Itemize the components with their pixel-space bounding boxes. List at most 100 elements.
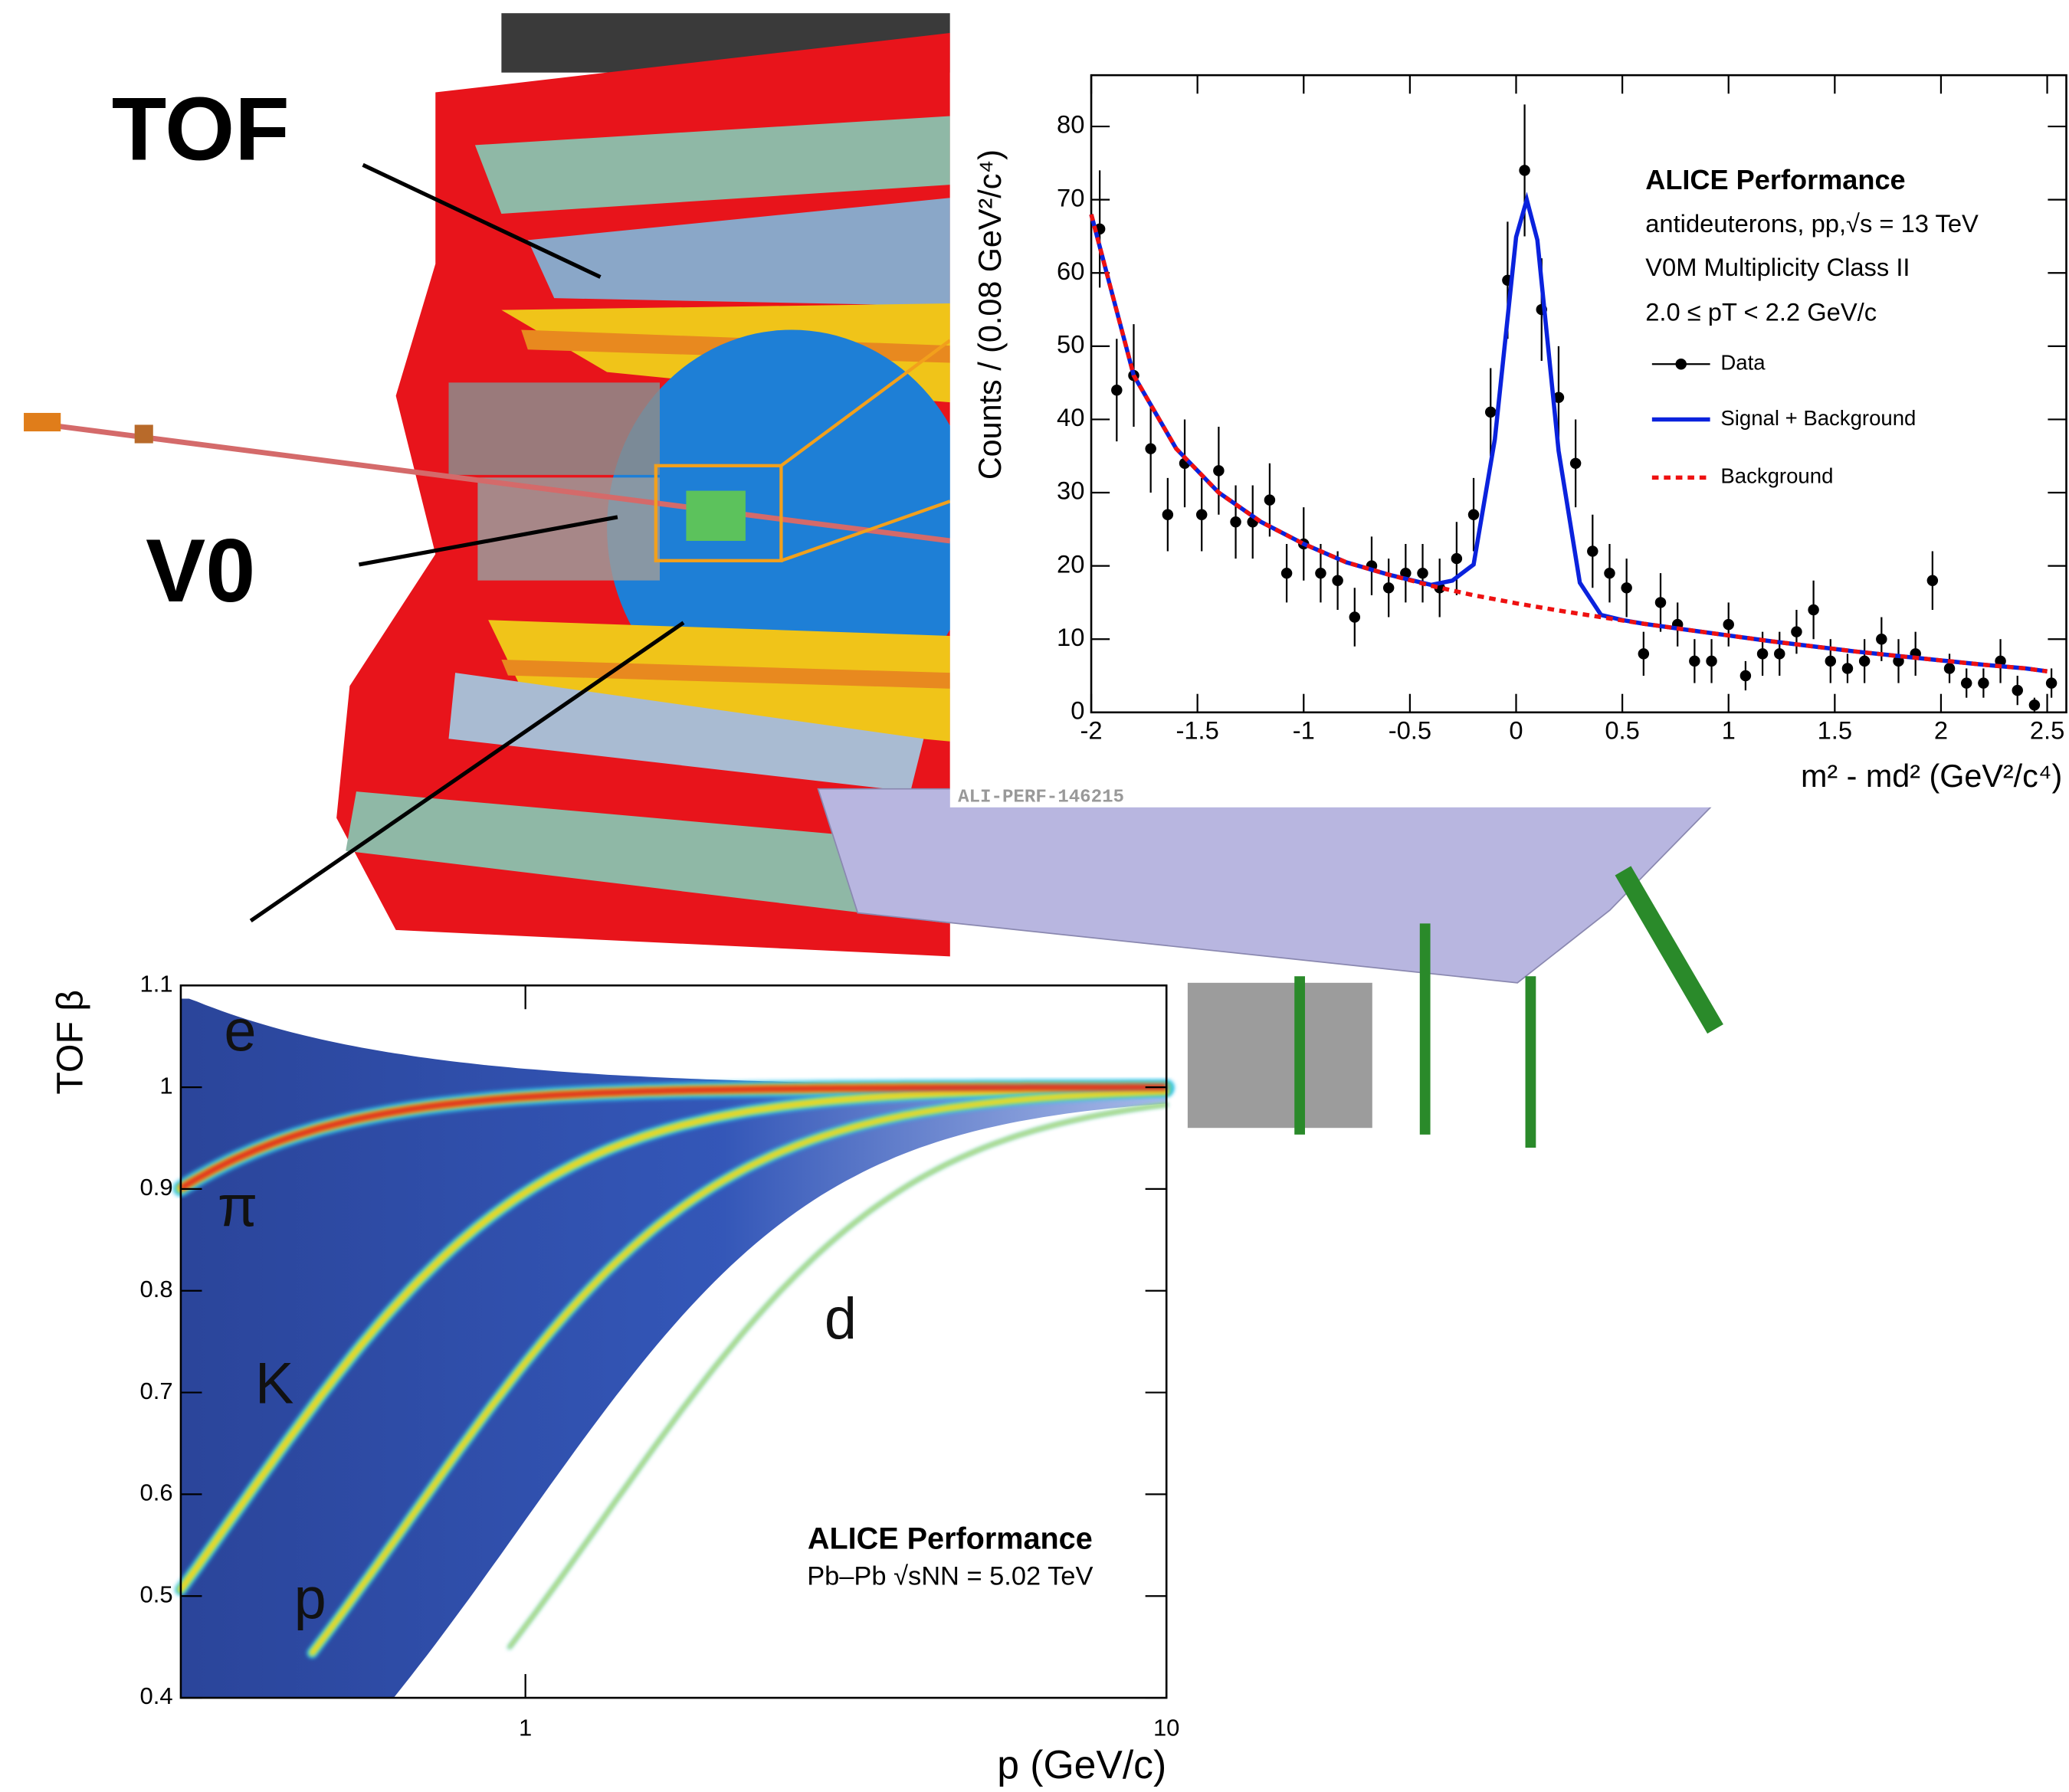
- data-point: [2012, 685, 2023, 696]
- y-tick-label: 0.4: [140, 1682, 173, 1709]
- x-tick-label: 10: [1153, 1715, 1179, 1741]
- y-tick-label: 20: [1057, 549, 1084, 578]
- legend-label: Data: [1720, 351, 1766, 375]
- y-tick-label: 0.7: [140, 1378, 173, 1404]
- annotation: ALICE Performance: [808, 1522, 1093, 1556]
- figure: TOF V0 ALI-PERF-146215 -2-1.5-1-0.500.51…: [0, 0, 2069, 1792]
- platform: [818, 789, 1729, 983]
- data-point: [1774, 648, 1785, 659]
- y-tick-label: 60: [1057, 257, 1084, 285]
- y-axis-label: Counts / (0.08 GeV²/c⁴): [972, 149, 1008, 480]
- x-tick-label: 0.5: [1605, 716, 1639, 744]
- data-point: [2029, 699, 2040, 710]
- absorber: [135, 424, 153, 443]
- data-point: [1162, 509, 1173, 519]
- data-point: [1876, 634, 1887, 644]
- x-tick-label: 1.5: [1818, 716, 1852, 744]
- data-point: [1485, 407, 1496, 418]
- x-tick-label: -1.5: [1175, 716, 1218, 744]
- legend-label: Background: [1720, 464, 1833, 488]
- y-tick-label: 30: [1057, 477, 1084, 505]
- data-point: [1519, 165, 1530, 175]
- data-point: [1689, 656, 1700, 667]
- x-tick-label: -1: [1293, 716, 1315, 744]
- y-axis-label: TOF β: [49, 990, 90, 1095]
- y-tick-label: 10: [1057, 623, 1084, 651]
- absorber: [24, 413, 61, 431]
- data-point: [1264, 494, 1275, 505]
- data-point: [1587, 545, 1598, 556]
- legend-swatch: [1675, 359, 1686, 369]
- annotation: 2.0 ≤ pT < 2.2 GeV/c: [1645, 297, 1877, 326]
- annotation: d: [825, 1286, 857, 1351]
- annotation: ALICE Performance: [1645, 164, 1905, 195]
- data-point: [1315, 568, 1326, 578]
- data-point: [1791, 626, 1802, 637]
- data-point: [1196, 509, 1207, 519]
- annotation: K: [255, 1351, 294, 1416]
- data-point: [2046, 677, 2057, 688]
- data-point: [1859, 656, 1870, 667]
- data-point: [1230, 516, 1241, 527]
- y-tick-label: 1.1: [140, 970, 173, 997]
- data-point: [1570, 458, 1581, 469]
- y-tick-label: 0.9: [140, 1174, 173, 1201]
- stairs: [1623, 870, 1716, 1029]
- y-tick-label: 0: [1071, 696, 1084, 724]
- x-tick-label: 1: [519, 1715, 532, 1741]
- plot-id: ALI-PERF-146215: [958, 787, 1124, 808]
- x-tick-label: 1: [1722, 716, 1736, 744]
- data-point: [1944, 663, 1955, 673]
- chart-panel: [950, 0, 2069, 808]
- data-point: [1604, 568, 1615, 578]
- muon-box: [448, 382, 660, 475]
- data-point: [1281, 568, 1292, 578]
- data-point: [1621, 582, 1631, 593]
- legend-label: Signal + Background: [1720, 406, 1916, 430]
- v0-label: V0: [146, 520, 255, 621]
- annotation: Pb–Pb √sNN = 5.02 TeV: [807, 1561, 1093, 1591]
- annotation: e: [224, 999, 256, 1064]
- x-axis-label: m² - md² (GeV²/c⁴): [1801, 758, 2062, 794]
- annotation: π: [218, 1174, 257, 1240]
- block: [1188, 983, 1372, 1128]
- data-point: [1740, 670, 1751, 681]
- data-point: [1961, 677, 1972, 688]
- y-tick-label: 0.8: [140, 1276, 173, 1302]
- y-tick-label: 1: [159, 1072, 172, 1099]
- data-point: [1349, 611, 1360, 622]
- x-tick-label: -0.5: [1389, 716, 1431, 744]
- its: [686, 491, 745, 541]
- y-tick-label: 0.5: [140, 1581, 173, 1607]
- data-point: [1723, 619, 1733, 630]
- x-axis-label: p (GeV/c): [997, 1742, 1166, 1787]
- data-point: [1808, 604, 1818, 615]
- data-point: [1842, 663, 1853, 673]
- y-tick-label: 50: [1057, 329, 1084, 358]
- y-tick-label: 80: [1057, 110, 1084, 139]
- annotation: antideuterons, pp,√s = 13 TeV: [1645, 209, 1979, 238]
- data-point: [1468, 509, 1479, 519]
- data-point: [1145, 443, 1156, 454]
- data-point: [1451, 553, 1462, 564]
- annotation: p: [294, 1566, 326, 1631]
- data-point: [1825, 656, 1836, 667]
- data-point: [1706, 656, 1717, 667]
- tof-label: TOF: [112, 78, 290, 179]
- data-point: [1383, 582, 1394, 593]
- data-point: [1927, 575, 1938, 586]
- data-point: [1111, 385, 1122, 395]
- y-tick-label: 0.6: [140, 1479, 173, 1506]
- data-point: [1655, 597, 1666, 608]
- data-point: [1417, 568, 1428, 578]
- y-tick-label: 40: [1057, 403, 1084, 431]
- y-tick-label: 70: [1057, 183, 1084, 211]
- data-point: [1978, 677, 1989, 688]
- x-tick-label: 2.5: [2030, 716, 2064, 744]
- data-point: [1213, 465, 1224, 476]
- data-point: [1638, 648, 1649, 659]
- x-tick-label: 0: [1509, 716, 1523, 744]
- data-point: [1332, 575, 1343, 586]
- x-tick-label: 2: [1934, 716, 1948, 744]
- data-point: [1757, 648, 1768, 659]
